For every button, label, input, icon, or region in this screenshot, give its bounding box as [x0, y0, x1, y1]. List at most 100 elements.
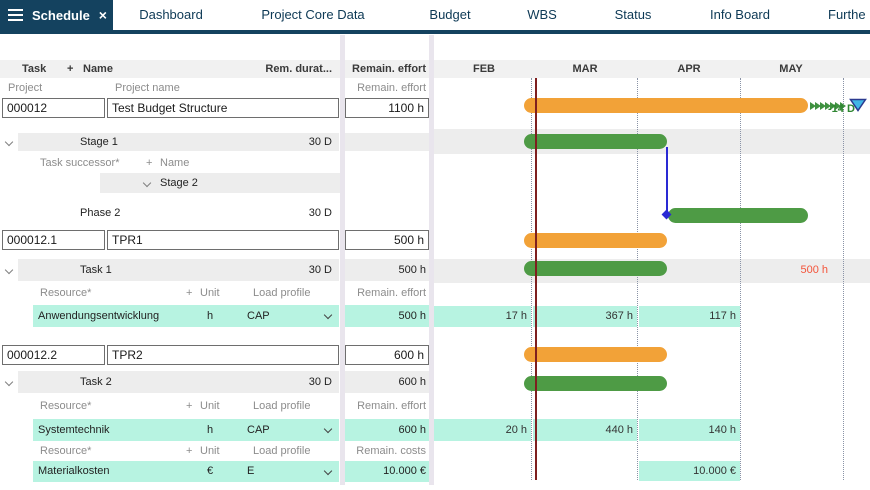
- resource3-name[interactable]: Materialkosten: [38, 465, 110, 477]
- resource3-load-profile[interactable]: E: [247, 465, 255, 477]
- stage1-effort-cell: [345, 133, 429, 151]
- tpr2-bar[interactable]: [524, 347, 667, 362]
- resource3-header-value: Remain. costs: [356, 445, 426, 457]
- tabbar-underline: [0, 30, 870, 34]
- resource2-name[interactable]: Systemtechnik: [38, 424, 110, 436]
- gridline-apr: [637, 78, 638, 480]
- task1-row[interactable]: [18, 259, 339, 281]
- month-label-may: MAY: [779, 63, 803, 75]
- resource1-mar-cell[interactable]: 367 h: [533, 306, 637, 327]
- resource3-header-load: Load profile: [253, 445, 311, 457]
- milestone-triangle-icon[interactable]: [849, 98, 867, 112]
- resource3-unit: €: [207, 465, 214, 477]
- resource2-header-value: Remain. effort: [357, 400, 426, 412]
- add-column-icon[interactable]: +: [67, 63, 74, 75]
- tpr2-effort-field[interactable]: 600 h: [345, 345, 429, 365]
- stage1-bar[interactable]: [524, 134, 667, 149]
- stage1-label: Stage 1: [80, 136, 118, 148]
- project-summary-bar[interactable]: [524, 98, 808, 113]
- phase2-label: Phase 2: [80, 207, 121, 219]
- hamburger-menu-icon[interactable]: [8, 9, 23, 21]
- col-header-remain-effort: Remain. effort: [345, 60, 429, 78]
- tab-dashboard[interactable]: Dashboard: [139, 7, 203, 22]
- stage2-label: Stage 2: [160, 177, 198, 189]
- resource2-header-load: Load profile: [253, 400, 311, 412]
- tpr1-id-field[interactable]: 000012.1: [2, 230, 105, 250]
- successor-header-name: Name: [160, 157, 190, 169]
- task2-effort-cell: 600 h: [345, 371, 429, 393]
- gridline-mar: [531, 78, 532, 480]
- stage2-row[interactable]: [100, 173, 343, 193]
- phase2-bar[interactable]: [668, 208, 808, 223]
- resource3-row[interactable]: [33, 461, 339, 482]
- add-resource3-icon[interactable]: +: [186, 445, 193, 457]
- tab-further[interactable]: Furthe: [828, 7, 866, 22]
- tpr1-name-field[interactable]: TPR1: [107, 230, 339, 250]
- resource1-load-profile[interactable]: CAP: [247, 310, 270, 322]
- resource1-feb-cell[interactable]: 17 h: [434, 306, 531, 327]
- task1-bar[interactable]: [524, 261, 667, 276]
- tpr2-name-field[interactable]: TPR2: [107, 345, 339, 365]
- add-resource2-icon[interactable]: +: [186, 400, 193, 412]
- resource1-effort-cell[interactable]: 500 h: [345, 305, 429, 327]
- resource2-apr-cell[interactable]: 140 h: [639, 419, 740, 441]
- tab-budget[interactable]: Budget: [429, 7, 471, 22]
- task1-label: Task 1: [80, 264, 112, 276]
- col-header-task: Task: [22, 63, 47, 75]
- resource3-header-unit: Unit: [200, 445, 220, 457]
- tpr2-id-field[interactable]: 000012.2: [2, 345, 105, 365]
- task2-duration: 30 D: [308, 376, 332, 388]
- resource2-load-profile[interactable]: CAP: [247, 424, 270, 436]
- project-effort-field[interactable]: 1100 h: [345, 98, 429, 118]
- tab-wbs[interactable]: WBS: [527, 7, 557, 22]
- tab-status[interactable]: Status: [614, 7, 652, 22]
- task2-label: Task 2: [80, 376, 112, 388]
- resource1-row[interactable]: [33, 305, 339, 327]
- add-successor-icon[interactable]: +: [146, 157, 153, 169]
- resource2-feb-cell[interactable]: 20 h: [434, 419, 531, 441]
- tpr1-bar[interactable]: [524, 233, 667, 248]
- resource2-header-label: Resource*: [40, 400, 92, 412]
- gridline-jun: [843, 78, 844, 480]
- resource3-costs-cell[interactable]: 10.000 €: [345, 461, 429, 482]
- resource3-apr-cell[interactable]: 10.000 €: [639, 461, 740, 481]
- resource1-header-unit: Unit: [200, 287, 220, 299]
- resource1-apr-cell[interactable]: 117 h: [639, 306, 740, 327]
- month-label-apr: APR: [677, 63, 701, 75]
- resource2-row[interactable]: [33, 419, 339, 441]
- tab-schedule[interactable]: Schedule ×: [0, 0, 113, 30]
- gantt-panel: 17 h 367 h 117 h 20 h 440 h 140 h 10.000…: [434, 0, 870, 490]
- tpr1-effort-field[interactable]: 500 h: [345, 230, 429, 250]
- tab-project-core-data[interactable]: Project Core Data: [261, 7, 365, 22]
- col-header-name: Name: [83, 63, 113, 75]
- buffer-delay-label: -14 D: [828, 103, 855, 115]
- resource1-header-load: Load profile: [253, 287, 311, 299]
- task1-duration: 30 D: [308, 264, 332, 276]
- subheader-remain-effort: Remain. effort: [357, 82, 426, 94]
- col-header-rem-duration: Rem. durat...: [265, 63, 332, 75]
- resource2-header-unit: Unit: [200, 400, 220, 412]
- resource1-header-value: Remain. effort: [357, 287, 426, 299]
- tab-info-board[interactable]: Info Board: [710, 7, 770, 22]
- task2-row[interactable]: [18, 371, 339, 393]
- resource2-mar-cell[interactable]: 440 h: [533, 419, 637, 441]
- project-name-field[interactable]: Test Budget Structure: [107, 98, 339, 118]
- column-separator: [340, 35, 345, 485]
- project-id-field[interactable]: 000012: [2, 98, 105, 118]
- stage1-row[interactable]: [18, 133, 339, 151]
- close-tab-icon[interactable]: ×: [98, 7, 107, 23]
- resource2-effort-cell[interactable]: 600 h: [345, 419, 429, 441]
- resource3-header-label: Resource*: [40, 445, 92, 457]
- stage1-duration: 30 D: [308, 136, 332, 148]
- gantt-month-header: FEB MAR APR MAY: [434, 60, 870, 78]
- resource1-name[interactable]: Anwendungsentwicklung: [38, 310, 160, 322]
- add-resource1-icon[interactable]: +: [186, 287, 193, 299]
- tab-bar: Schedule × Dashboard Project Core Data B…: [0, 0, 870, 34]
- dependency-connector-line: [666, 147, 668, 214]
- task2-bar[interactable]: [524, 376, 667, 391]
- resource1-header-label: Resource*: [40, 287, 92, 299]
- resource2-unit: h: [207, 424, 214, 436]
- task1-effort-cell: 500 h: [345, 259, 429, 281]
- resource1-unit: h: [207, 310, 214, 322]
